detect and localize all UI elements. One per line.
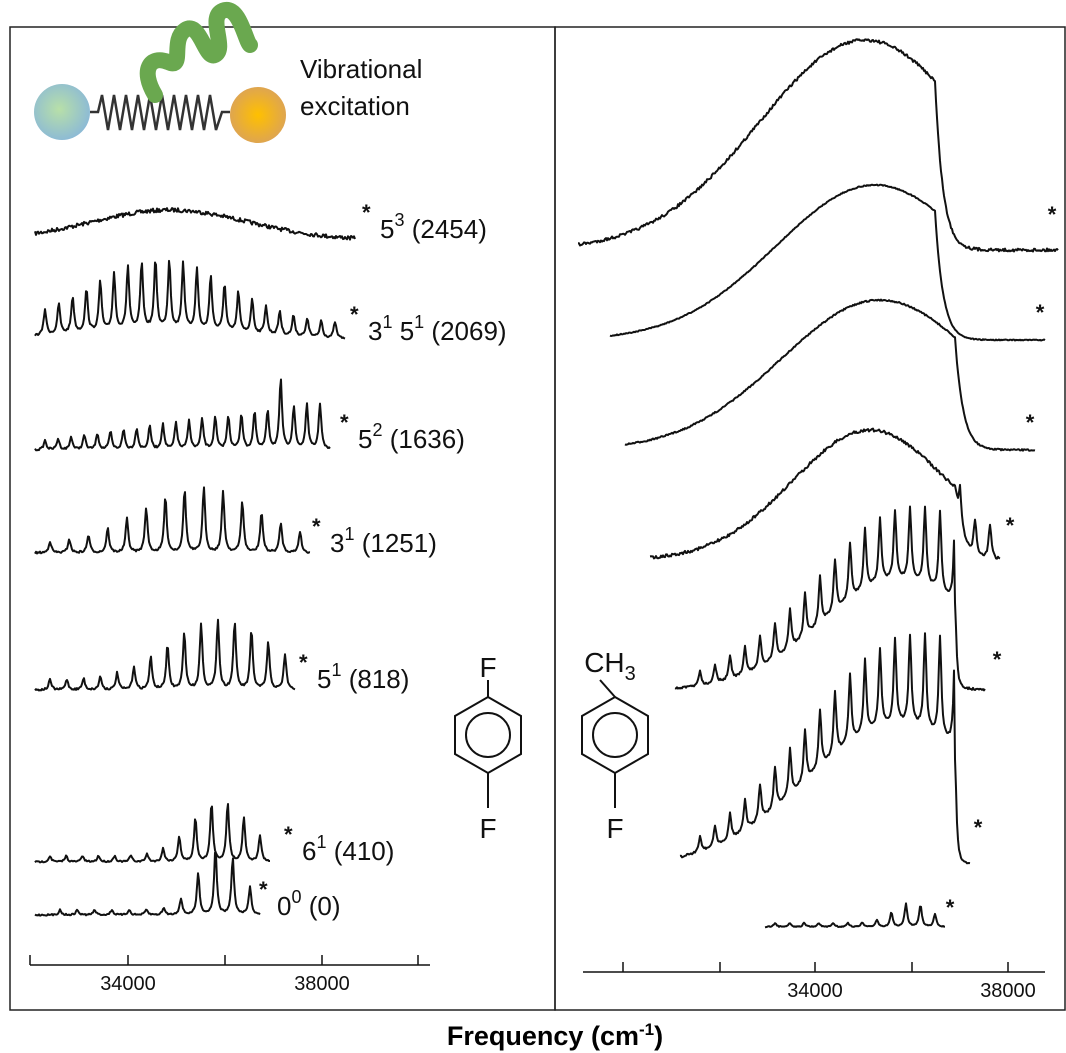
label-text: (410)	[326, 836, 394, 866]
atom-label: CH3	[584, 647, 636, 685]
spectrum-trace	[34, 486, 311, 555]
marker: *	[340, 410, 349, 435]
label-sup: 1	[331, 660, 341, 680]
marker: *	[299, 650, 308, 675]
peak-label: 31 (1251)	[330, 524, 437, 558]
spectrum-trace	[34, 618, 296, 692]
left-molecule	[454, 680, 522, 808]
label-text: (2454)	[404, 214, 486, 244]
axis-label-sup: -1	[639, 1020, 654, 1039]
peak-label: 51 (818)	[317, 660, 409, 694]
spectrum-trace	[578, 38, 1059, 253]
label-text: (1251)	[354, 528, 436, 558]
atom-label: F	[479, 652, 496, 683]
label-text: 5	[317, 664, 331, 694]
axis-label: Frequency (cm-1)	[447, 1020, 663, 1051]
label-sup: 2	[372, 420, 382, 440]
left-panel	[9, 26, 556, 1011]
axis-label-text: Frequency (cm	[447, 1021, 639, 1051]
label-text: 3	[330, 528, 344, 558]
peak-label: 52 (1636)	[358, 420, 465, 454]
label-sup: 0	[291, 887, 301, 907]
icon-caption: Vibrational	[300, 54, 422, 84]
label-text: (2069)	[424, 316, 506, 346]
marker: *	[362, 200, 371, 225]
label-text: 5	[392, 316, 414, 346]
marker: *	[259, 877, 268, 902]
label-sup: 1	[316, 832, 326, 852]
icon	[34, 2, 286, 143]
label-sup: 1	[414, 312, 424, 332]
marker: *	[993, 647, 1002, 672]
spectrum-trace	[34, 851, 261, 917]
label-sup: 1	[382, 312, 392, 332]
label-sup: 3	[394, 210, 404, 230]
peak-label: 31 51 (2069)	[368, 312, 507, 346]
atom-label: F	[479, 813, 496, 844]
spectrum-trace	[764, 902, 945, 929]
label-text: (818)	[341, 664, 409, 694]
marker: *	[312, 514, 321, 539]
label-sup: 1	[344, 524, 354, 544]
tick-label: 34000	[787, 980, 843, 1002]
right-molecule	[581, 679, 649, 808]
marker: *	[1036, 300, 1045, 325]
spectrum-trace	[649, 427, 1001, 560]
tick-label: 34000	[100, 973, 156, 995]
marker: *	[946, 895, 955, 920]
label-text: 5	[358, 424, 372, 454]
icon-caption: excitation	[300, 91, 410, 121]
axis-label-end: )	[654, 1021, 663, 1051]
spectrum-trace	[34, 378, 331, 452]
peak-label: 00 (0)	[277, 887, 340, 921]
atom-label: F	[606, 813, 623, 844]
marker: *	[284, 822, 293, 847]
spectrum-trace	[674, 505, 986, 692]
atom-subscript: 3	[625, 663, 636, 685]
marker: *	[1026, 410, 1035, 435]
tick-label: 38000	[980, 980, 1036, 1002]
marker: *	[1006, 513, 1015, 538]
spectrum-trace	[679, 632, 971, 865]
marker: *	[1048, 202, 1057, 227]
spectrum-trace	[34, 259, 346, 340]
label-text: 6	[302, 836, 316, 866]
label-text: (1636)	[382, 424, 464, 454]
tick-label: 38000	[294, 973, 350, 995]
spectrum-trace	[34, 207, 356, 241]
spectrum-trace	[624, 298, 1036, 452]
peak-label: 53 (2454)	[380, 210, 487, 244]
label-text: (0)	[301, 891, 340, 921]
spectrum-trace	[609, 183, 1046, 342]
right-panel	[554, 26, 1066, 1011]
label-text: 5	[380, 214, 394, 244]
atom-label: CH	[584, 647, 624, 678]
label-text: 3	[368, 316, 382, 346]
marker: *	[350, 302, 359, 327]
marker: *	[974, 815, 983, 840]
peak-label: 61 (410)	[302, 832, 394, 866]
label-text: 0	[277, 891, 291, 921]
spectrum-trace	[34, 803, 270, 864]
